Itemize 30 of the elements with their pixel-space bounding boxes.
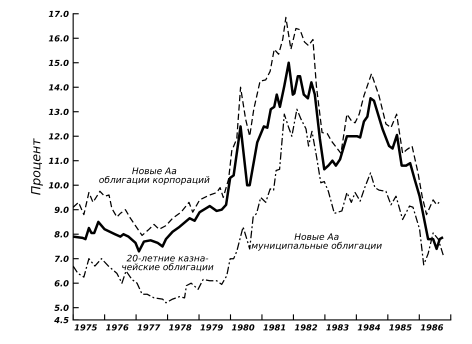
x-tick-label: 1976 xyxy=(106,324,129,331)
x-tick-label: 1983 xyxy=(326,324,349,331)
y-tick-label: 12.0 xyxy=(48,133,69,140)
x-tick-label: 1980 xyxy=(232,324,254,331)
y-tick-label: 5.0 xyxy=(54,304,69,311)
y-tick-label: 4.5 xyxy=(54,317,69,324)
x-tick-label: 1982 xyxy=(294,324,318,331)
annotation: 20-летние казна- чейские облигации xyxy=(122,254,214,272)
x-tick-label: 1979 xyxy=(200,324,223,331)
annotation: Новые Aa муниципальные облигации xyxy=(252,233,382,251)
y-tick-label: 15.0 xyxy=(48,60,69,66)
y-tick-label: 17.0 xyxy=(48,10,69,18)
x-tick-label: 1986 xyxy=(420,324,444,331)
y-tick-label: 11.0 xyxy=(48,158,69,164)
x-tick-label: 1975 xyxy=(74,324,97,331)
y-tick-label: 8.0 xyxy=(54,231,69,238)
y-tick-label: 6.0 xyxy=(54,280,69,286)
y-tick-label: 14.0 xyxy=(48,84,69,91)
y-tick-label: 9.0 xyxy=(54,206,69,213)
y-tick-label: 10.0 xyxy=(48,182,69,188)
annotation: Новые Aa облигации корпораций xyxy=(99,167,210,185)
x-tick-label: 1978 xyxy=(168,324,192,331)
x-tick-label: 1977 xyxy=(137,324,160,331)
x-tick-label: 1981 xyxy=(263,324,286,331)
y-tick-label: 16.0 xyxy=(48,35,69,42)
x-tick-label: 1984 xyxy=(358,324,380,331)
y-tick-label: 7.0 xyxy=(54,256,69,262)
y-axis-title: Процент xyxy=(31,138,43,195)
x-tick-label: 1985 xyxy=(389,324,412,331)
y-tick-label: 13.0 xyxy=(48,108,69,116)
